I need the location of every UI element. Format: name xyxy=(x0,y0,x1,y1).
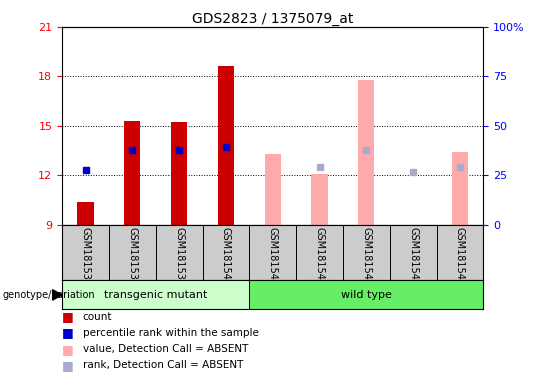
Text: GSM181540: GSM181540 xyxy=(221,227,231,286)
Bar xyxy=(358,79,375,225)
Text: count: count xyxy=(83,312,112,322)
Text: GSM181541: GSM181541 xyxy=(268,227,278,286)
Text: ■: ■ xyxy=(62,310,74,323)
Bar xyxy=(124,121,140,225)
Bar xyxy=(171,122,187,225)
Text: wild type: wild type xyxy=(341,290,392,300)
Text: ■: ■ xyxy=(62,343,74,356)
Text: GSM181544: GSM181544 xyxy=(408,227,418,286)
Text: genotype/variation: genotype/variation xyxy=(3,290,96,300)
Bar xyxy=(451,152,468,225)
Text: percentile rank within the sample: percentile rank within the sample xyxy=(83,328,259,338)
Bar xyxy=(249,280,483,309)
Bar xyxy=(265,154,281,225)
Text: GSM181543: GSM181543 xyxy=(361,227,372,286)
Text: GSM181539: GSM181539 xyxy=(174,227,184,286)
Text: GSM181545: GSM181545 xyxy=(455,227,465,286)
Bar xyxy=(77,202,94,225)
Polygon shape xyxy=(52,290,62,300)
Text: transgenic mutant: transgenic mutant xyxy=(104,290,207,300)
Text: ■: ■ xyxy=(62,359,74,372)
Bar xyxy=(311,174,328,225)
Text: GSM181542: GSM181542 xyxy=(314,227,325,286)
Text: GSM181538: GSM181538 xyxy=(127,227,137,286)
Bar xyxy=(62,280,249,309)
Text: ■: ■ xyxy=(62,326,74,339)
Text: rank, Detection Call = ABSENT: rank, Detection Call = ABSENT xyxy=(83,360,243,370)
Title: GDS2823 / 1375079_at: GDS2823 / 1375079_at xyxy=(192,12,353,26)
Text: GSM181537: GSM181537 xyxy=(80,227,91,286)
Text: value, Detection Call = ABSENT: value, Detection Call = ABSENT xyxy=(83,344,248,354)
Bar xyxy=(218,66,234,225)
